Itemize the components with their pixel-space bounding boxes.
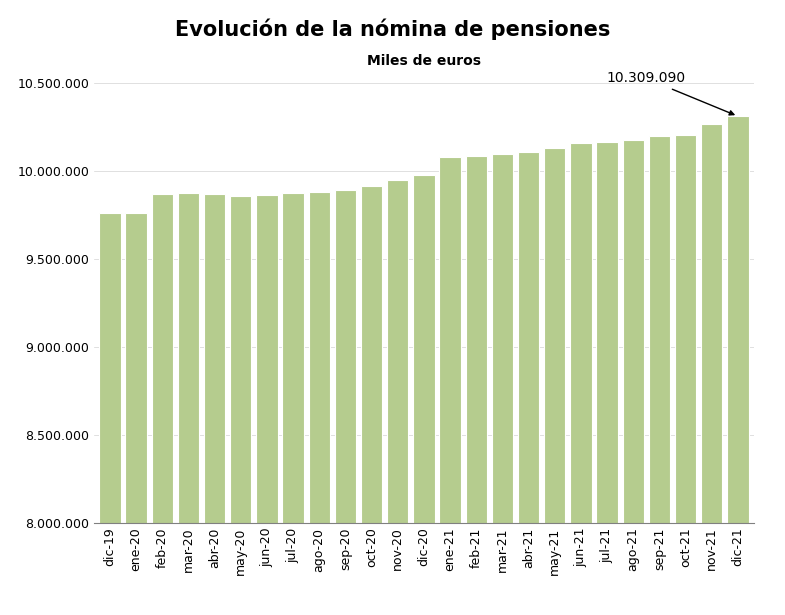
Bar xyxy=(99,213,121,615)
Bar xyxy=(466,156,487,615)
Bar xyxy=(648,137,670,615)
Bar xyxy=(126,213,147,615)
Bar xyxy=(334,190,356,615)
Text: Evolución de la nómina de pensiones: Evolución de la nómina de pensiones xyxy=(175,18,610,40)
Title: Miles de euros: Miles de euros xyxy=(367,55,481,68)
Bar xyxy=(440,157,461,615)
Bar xyxy=(204,194,225,615)
Bar xyxy=(491,154,513,615)
Bar xyxy=(570,143,592,615)
Bar xyxy=(309,192,330,615)
Bar xyxy=(727,116,749,615)
Bar xyxy=(177,192,199,615)
Bar xyxy=(283,192,304,615)
Bar xyxy=(152,194,173,615)
Bar xyxy=(675,135,696,615)
Bar xyxy=(544,148,565,615)
Text: 10.309.090: 10.309.090 xyxy=(607,71,734,115)
Bar xyxy=(701,124,722,615)
Bar xyxy=(361,186,382,615)
Bar xyxy=(230,196,251,615)
Bar xyxy=(597,141,618,615)
Bar xyxy=(387,180,408,615)
Bar xyxy=(256,196,278,615)
Bar xyxy=(413,175,435,615)
Bar xyxy=(623,140,644,615)
Bar xyxy=(518,152,539,615)
